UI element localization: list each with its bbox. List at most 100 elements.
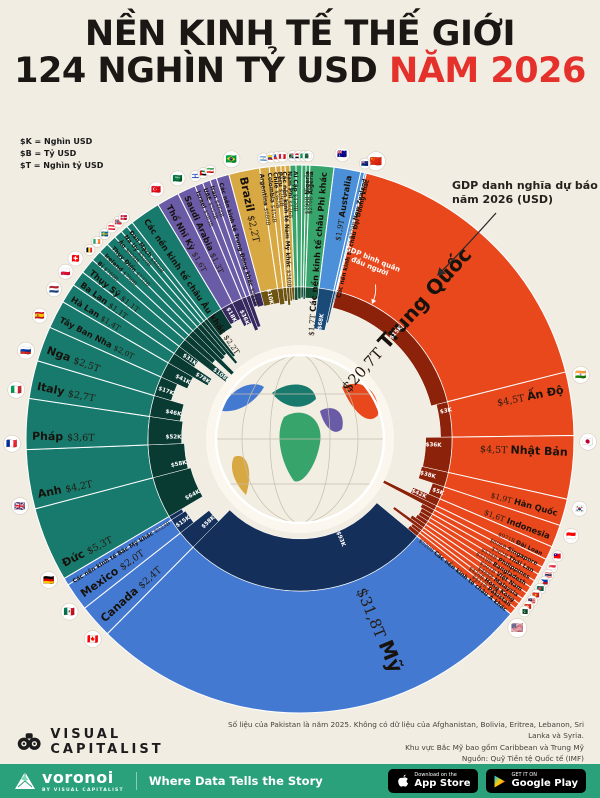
- voronoi-logo: voronoi BY VISUAL CAPITALIST: [14, 769, 124, 793]
- flag-icon-italy: 🇮🇹: [11, 385, 22, 396]
- flag-icon-nga: 🇷🇺: [20, 345, 31, 356]
- title-line2-black: 124 NGHÌN TỶ USD: [14, 50, 378, 91]
- percap-bar-philippines: [419, 507, 433, 518]
- percap-label-italy: $46K: [165, 409, 183, 418]
- percap-bar-australia: [313, 287, 335, 331]
- flag-ring-my: [507, 618, 528, 638]
- percap-bar-anh: [147, 443, 189, 479]
- flag-icon-bangladesh: 🇧🇩: [536, 585, 544, 593]
- percap-bar-thai-lan: [420, 503, 435, 515]
- flag-ring-new-zealand: [359, 157, 371, 170]
- flag-ring-mexico: [60, 602, 79, 621]
- flag-icon-viet-nam: 🇻🇳: [532, 591, 540, 599]
- googleplay-badge[interactable]: GET IT ON Google Play: [486, 769, 586, 793]
- percap-bar-phap: [147, 416, 184, 446]
- percap-label-brazil: $10K: [265, 288, 274, 306]
- flag-ring-nhat-ban: [579, 433, 597, 451]
- legend-line-b: $B = Tỷ USD: [20, 149, 77, 158]
- label-phap: Pháp $3,6T: [32, 430, 95, 444]
- flag-ring-indonesia: [563, 528, 579, 544]
- flag-icon-bi: 🇧🇪: [86, 246, 93, 254]
- flag-icon-thuy-sy: 🇨🇭: [71, 253, 81, 263]
- flag-icon-han-quoc: 🇰🇷: [574, 504, 584, 513]
- flag-icon-indonesia: 🇮🇩: [566, 532, 576, 541]
- binoculars-icon: [17, 732, 41, 750]
- label-algeria: $270B Algeria: [308, 171, 315, 214]
- percap-bar-ai-cap: [297, 286, 302, 300]
- sunburst-chart: $20,7T Trung Quốc $15K 🇨🇳 $4,5T Ấn Độ $3K 🇮🇳 $…: [0, 146, 600, 741]
- flag-ring-dan-mach: [118, 211, 130, 224]
- flag-icon-peru: 🇵🇪: [279, 152, 287, 160]
- flag-ring-tho-nhi-ky: [148, 181, 165, 198]
- flag-icon-brazil: 🇧🇷: [226, 154, 237, 165]
- flag-ring-phap: [3, 434, 21, 453]
- percap-label-my: $93K: [335, 531, 347, 549]
- visual-capitalist-wordmark: VISUAL CAPITALIST: [50, 726, 164, 757]
- flag-icon-philippines: 🇵🇭: [540, 578, 548, 586]
- unit-legend: $K = Nghìn USD $B = Tỷ USD $T = Nghìn tỷ…: [20, 136, 103, 172]
- percap-annotation-arrow: [371, 284, 377, 304]
- percap-bar-chau-au-khac: [206, 308, 233, 337]
- flag-ring-thuy-dien: [98, 228, 111, 240]
- percap-bar-nam-phi: [294, 286, 299, 301]
- globe-north-america: [222, 384, 264, 412]
- flag-icon-ba-lan: 🇵🇱: [61, 267, 71, 276]
- percap-label-indonesia: $5K: [431, 487, 445, 497]
- percap-bar-na-uy: [200, 320, 238, 365]
- label-argentina: Argentina $680B: [258, 173, 271, 225]
- flag-icon-phap: 🇫🇷: [6, 439, 17, 450]
- flag-icon-iran: 🇮🇷: [207, 166, 215, 174]
- flag-icon-canada: 🇨🇦: [87, 634, 98, 645]
- flag-icon-duc: 🇩🇪: [43, 575, 54, 586]
- legend-line-t: $T = Nghìn tỷ USD: [20, 161, 104, 170]
- appstore-bottom-text: App Store: [414, 778, 471, 790]
- title-line2: 124 NGHÌN TỶ USD NĂM 2026: [0, 50, 600, 91]
- flag-icon-an-do: 🇮🇳: [575, 370, 586, 381]
- percap-label-an-do: $3K: [440, 407, 454, 415]
- percap-bar-italy: [149, 395, 185, 422]
- flag-icon-uae: 🇦🇪: [200, 169, 208, 177]
- flag-icon-ao: 🇦🇹: [108, 223, 116, 231]
- label-uae: UAE $552B: [202, 188, 219, 221]
- flag-ring-saudi-arabia: [169, 170, 186, 187]
- flag-icon-argentina: 🇦🇷: [259, 154, 267, 162]
- flag-ring-canada: [84, 630, 102, 648]
- title-line1: NỀN KINH TẾ THẾ GIỚI: [84, 14, 516, 54]
- footer: VISUAL CAPITALIST Số liệu của Pakistan l…: [0, 719, 600, 764]
- flag-icon-tho-nhi-ky: 🇹🇷: [151, 185, 161, 194]
- label-ai-cap: Ai Cập $420B: [292, 171, 299, 212]
- globe-africa: [279, 412, 321, 482]
- play-icon: [494, 775, 506, 787]
- flag-icon-tay-ban-nha: 🇪🇸: [35, 311, 45, 320]
- flag-icon-nhat-ban: 🇯🇵: [582, 437, 593, 448]
- flag-ring-han-quoc: [571, 500, 588, 517]
- percap-label-australia: $68K: [317, 313, 326, 330]
- flag-icon-thai-lan: 🇹🇭: [544, 571, 552, 579]
- appstore-top-text: Download on the: [414, 771, 457, 778]
- flag-ring-dai-loan: [551, 550, 564, 563]
- percap-label-han-quoc: $38K: [419, 470, 437, 480]
- flag-icon-mexico: 🇲🇽: [64, 607, 75, 618]
- percap-bar-uae: [245, 295, 262, 328]
- flag-icon-malaysia: 🇲🇾: [528, 597, 536, 605]
- voronoi-bar: voronoi BY VISUAL CAPITALIST Where Data …: [0, 764, 600, 798]
- appstore-badge[interactable]: Download on the App Store: [388, 769, 479, 793]
- gdp-annotation: GDP danh nghĩa dự báo năm 2026 (USD): [452, 179, 598, 207]
- note-line-2: Khu vực Bắc Mỹ bao gồm Caribbean và Trun…: [405, 742, 584, 752]
- flag-ring-pakistan: [518, 605, 531, 618]
- percap-bar-hong-kong: [392, 506, 424, 531]
- flag-ring-ireland: [91, 235, 103, 248]
- flag-icon-my: 🇺🇸: [511, 622, 524, 634]
- legend-line-k: $K = Nghìn USD: [20, 137, 93, 146]
- flag-ring-italy: [7, 381, 26, 399]
- label-nigeria: $290B Nigeria: [305, 171, 312, 214]
- flag-ring-duc: [40, 571, 58, 589]
- flag-ring-thuy-sy: [67, 250, 84, 267]
- percap-bar-new-zealand: [326, 290, 337, 324]
- percap-bar-algeria: [302, 286, 306, 300]
- label-nam-phi: Nam Phi $426B: [286, 171, 293, 218]
- label-nhat-ban: $4,5T Nhật Bản: [480, 442, 568, 459]
- percap-bar-trung-quoc: [332, 291, 448, 407]
- flag-ring-ba-lan: [57, 263, 74, 280]
- apple-icon: [398, 774, 409, 787]
